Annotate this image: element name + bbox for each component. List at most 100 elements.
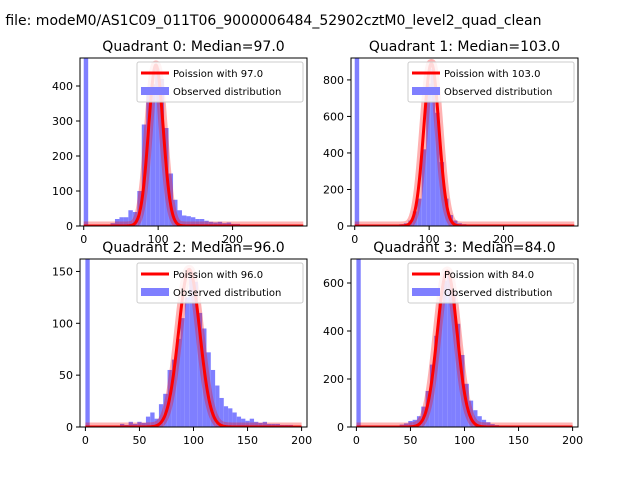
- x-tick-label: 100: [454, 434, 475, 447]
- x-tick-label: 100: [419, 233, 440, 246]
- y-tick-label: 200: [52, 150, 73, 163]
- histogram-bar: [208, 221, 214, 226]
- histogram-bar: [171, 359, 177, 427]
- y-tick-label: 0: [66, 220, 73, 233]
- histogram-bar: [412, 419, 417, 427]
- y-tick-label: 200: [323, 373, 344, 386]
- histogram-bar: [245, 420, 250, 427]
- y-tick-label: 300: [52, 115, 73, 128]
- legend: Poission with 103.0 Observed distribution: [407, 61, 575, 103]
- histogram-bar: [158, 404, 164, 427]
- histogram-bar: [354, 58, 360, 226]
- x-tick-label: 150: [508, 434, 529, 447]
- x-tick-label: 0: [82, 434, 89, 447]
- histogram-bar: [128, 421, 133, 427]
- legend: Poission with 97.0 Observed distribution: [136, 61, 304, 103]
- legend-label-poisson: Poission with 84.0: [444, 270, 534, 281]
- histogram-bar: [486, 422, 491, 427]
- y-tick-label: 0: [66, 421, 73, 434]
- histogram-bar: [128, 210, 133, 226]
- histogram-bar: [176, 338, 181, 427]
- x-tick-label: 150: [237, 434, 258, 447]
- y-tick-label: 100: [52, 317, 73, 330]
- x-tick-label: 100: [183, 434, 204, 447]
- x-tick-label: 200: [222, 233, 243, 246]
- histogram-bar: [197, 312, 203, 427]
- histogram-bar: [442, 280, 448, 427]
- histogram-bar: [150, 84, 156, 226]
- histogram-bar: [204, 220, 209, 226]
- legend-box: [136, 61, 304, 103]
- panel-2: 0 50 100 150 200 0 50 100 150 Quadrant 2: Median=…: [52, 240, 312, 447]
- histogram-bar: [444, 198, 449, 226]
- legend-box: [407, 61, 575, 103]
- histogram-bar: [132, 423, 138, 427]
- histogram-bar: [132, 212, 138, 226]
- histogram-bar: [223, 406, 229, 427]
- y-tick-label: 600: [323, 110, 344, 123]
- y-tick-label: 50: [59, 369, 73, 382]
- histogram-bar: [193, 281, 198, 427]
- suptitle: n file: modeM0/AS1C09_011T06_9000006484_…: [0, 13, 541, 29]
- axes-frame: [79, 57, 308, 227]
- histogram-bar: [275, 423, 280, 427]
- panel-title: Quadrant 0: Median=97.0: [102, 39, 284, 55]
- legend-box: [136, 262, 304, 304]
- histogram-bar: [403, 423, 409, 427]
- histogram-bar: [460, 355, 465, 427]
- legend-label-observed: Observed distribution: [444, 87, 552, 98]
- histogram-bar: [186, 216, 191, 226]
- histogram-bar: [477, 416, 482, 427]
- histogram-bar: [195, 219, 200, 226]
- histogram-bar: [145, 416, 151, 427]
- legend-swatch-observed: [141, 87, 169, 95]
- y-tick-label: 200: [323, 183, 344, 196]
- histogram-bar: [426, 83, 431, 226]
- legend-box: [407, 262, 575, 304]
- x-tick-label: 100: [148, 233, 169, 246]
- histogram-bar: [267, 423, 272, 427]
- histogram-bar: [177, 210, 182, 226]
- legend-label-poisson: Poission with 97.0: [173, 69, 263, 80]
- histogram-bar: [189, 276, 194, 427]
- histogram-bar: [421, 149, 427, 226]
- x-tick-label: 0: [353, 434, 360, 447]
- histogram-bar: [416, 416, 422, 427]
- legend-label-observed: Observed distribution: [444, 288, 552, 299]
- histogram-bar: [154, 418, 159, 427]
- histogram-bar: [180, 318, 185, 427]
- histogram-bar: [236, 416, 242, 427]
- panel-0: 0 100 200 0 100 200 300 400 Quadrant 0: Median=9…: [52, 39, 308, 246]
- histogram-bar: [213, 222, 218, 226]
- x-tick-label: 0: [351, 233, 358, 246]
- legend-label-poisson: Poission with 103.0: [444, 69, 540, 80]
- x-tick-label: 200: [291, 434, 312, 447]
- histogram-bar: [455, 323, 461, 427]
- histogram-bar: [408, 421, 413, 427]
- histogram-bar: [114, 219, 120, 226]
- histogram-bar: [271, 423, 276, 427]
- histogram-bar: [473, 410, 478, 427]
- histogram-bar: [184, 297, 190, 427]
- histogram-bar: [173, 199, 178, 226]
- legend-label-observed: Observed distribution: [173, 87, 281, 98]
- histogram-bar: [228, 408, 233, 427]
- histogram-bar: [447, 275, 452, 427]
- x-tick-label: 0: [80, 233, 87, 246]
- y-tick-label: 400: [52, 80, 73, 93]
- histogram-bar: [435, 112, 440, 226]
- histogram-bar: [150, 412, 155, 427]
- histogram-bar: [430, 68, 436, 226]
- histogram-bar: [146, 91, 151, 226]
- histogram-bar: [199, 219, 205, 226]
- plot-area: [80, 58, 307, 226]
- histogram-bar: [232, 412, 237, 427]
- histogram-bar: [141, 422, 146, 427]
- histogram-bar: [181, 215, 187, 226]
- histogram-bar: [123, 217, 129, 226]
- legend-swatch-observed: [141, 288, 169, 296]
- legend-swatch-observed: [412, 288, 440, 296]
- axes-frame: [350, 57, 579, 227]
- histogram-bar: [468, 400, 474, 427]
